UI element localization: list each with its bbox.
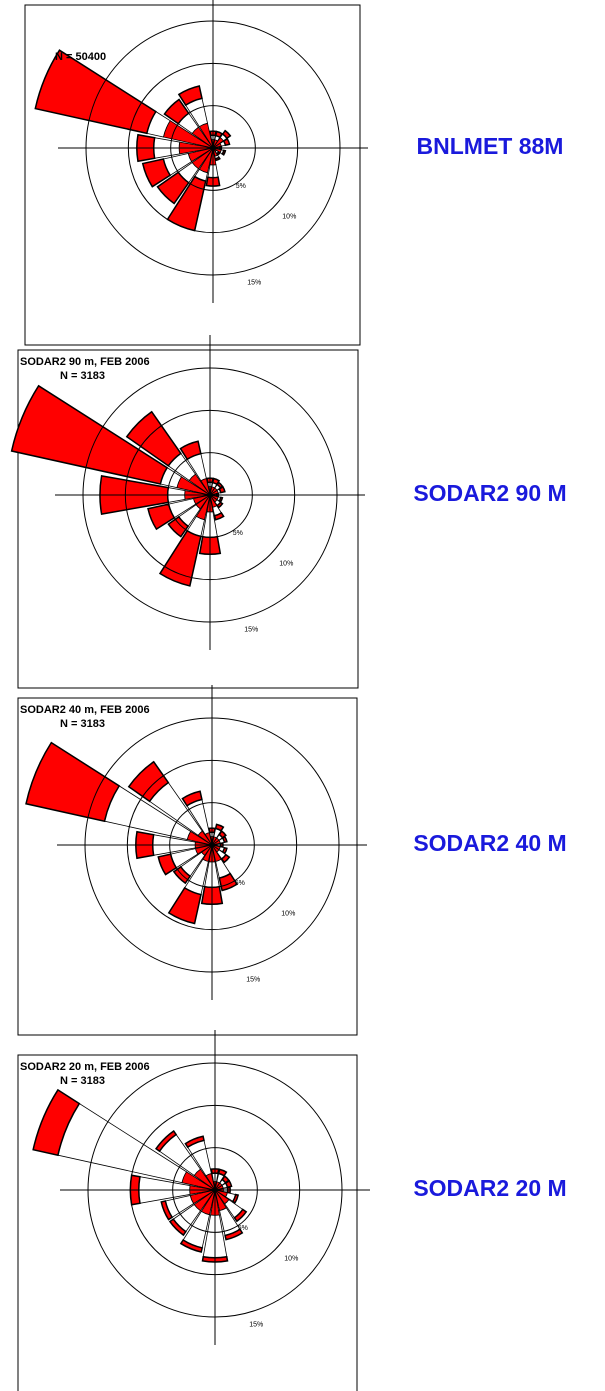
chart-title: SODAR2 40 m, FEB 2006	[20, 704, 150, 716]
wedge	[214, 130, 224, 139]
panel-frame	[17, 349, 359, 689]
wedge	[158, 529, 202, 587]
wedge	[141, 158, 172, 188]
wedges	[10, 384, 226, 587]
sample-count: N = 3183	[60, 1075, 105, 1087]
chart-title: SODAR2 90 m, FEB 2006	[20, 356, 150, 368]
wedge	[221, 846, 228, 855]
wedge	[160, 1200, 174, 1221]
station-label: SODAR2 40 M	[413, 830, 566, 856]
wedge	[127, 760, 170, 803]
wedge	[167, 886, 202, 925]
wind-rose-panel: 5% 10% 15% N = 50400 BNLMET 88M	[24, 0, 564, 346]
ring-label: 5%	[233, 530, 243, 537]
wedge	[224, 1179, 233, 1189]
wedge	[233, 1208, 248, 1223]
wedge	[216, 501, 224, 509]
ring-label: 15%	[247, 280, 261, 287]
wedges	[34, 49, 232, 232]
wedge	[214, 156, 221, 162]
wedge	[25, 741, 121, 823]
wedge	[181, 790, 203, 807]
wedge	[167, 515, 190, 538]
axes: 5% 10% 15%	[60, 1030, 370, 1345]
wedge	[179, 1238, 204, 1253]
wedge	[218, 485, 226, 494]
ring-label: 10%	[279, 561, 293, 568]
wedge	[10, 384, 169, 485]
panel-frame	[17, 1054, 358, 1391]
ring-label: 5%	[238, 1225, 248, 1232]
axes: 5% 10% 15%	[55, 335, 365, 650]
station-label: BNLMET 88M	[417, 133, 564, 159]
wind-rose-panel: 5% 10% 15% SODAR2 20 m, FEB 2006 N = 3183 SOD…	[17, 1030, 567, 1391]
wedge	[32, 1088, 81, 1157]
ring-label: 5%	[236, 183, 246, 190]
ring-label: 15%	[249, 1322, 263, 1329]
chart-title: SODAR2 20 m, FEB 2006	[20, 1061, 150, 1073]
sample-count: N = 3183	[60, 718, 105, 730]
ring-label: 10%	[284, 1256, 298, 1263]
wedges	[25, 741, 239, 925]
wedge	[224, 1228, 244, 1241]
wedge	[221, 835, 228, 844]
wind-rose-panel: 5% 10% 15% SODAR2 40 m, FEB 2006 N = 3183 SOD…	[17, 685, 567, 1036]
station-label: SODAR2 20 M	[413, 1175, 566, 1201]
wedge	[231, 1193, 240, 1204]
wedge	[218, 872, 239, 892]
ring-label: 10%	[281, 911, 295, 918]
wedge	[184, 1135, 205, 1149]
wind-rose-panel: 5% 10% 15% SODAR2 90 m, FEB 2006 N = 3183 SOD…	[10, 335, 567, 689]
sample-count: N = 3183	[60, 370, 105, 382]
ring-label: 5%	[235, 880, 245, 887]
panel-frame	[24, 4, 361, 346]
wedge	[125, 410, 182, 467]
wedge	[34, 49, 157, 135]
wedges	[32, 1088, 248, 1263]
wedge	[168, 1218, 187, 1237]
wedge	[220, 853, 231, 864]
wedge	[221, 149, 227, 156]
axes: 5% 10% 15%	[58, 0, 368, 303]
sample-count: N = 50400	[55, 51, 106, 63]
wedge	[218, 496, 224, 503]
ring-label: 15%	[244, 627, 258, 634]
wedge	[155, 1130, 178, 1153]
ring-label: 10%	[282, 214, 296, 221]
panel-frame	[17, 697, 358, 1036]
wedge	[213, 511, 225, 521]
ring-label: 15%	[246, 977, 260, 984]
axes: 5% 10% 15%	[57, 685, 367, 1000]
wedge	[177, 85, 203, 107]
wedge	[222, 137, 231, 147]
station-label: SODAR2 90 M	[413, 480, 566, 506]
